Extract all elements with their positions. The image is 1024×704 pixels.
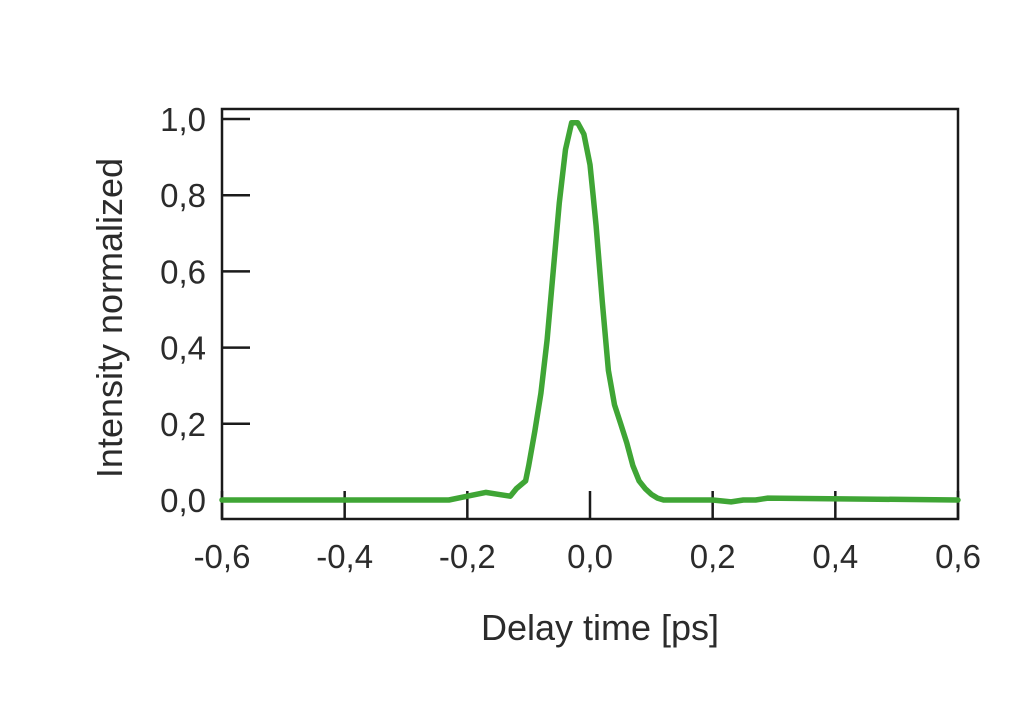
y-axis-tick-labels: 0,0 0,2 0,4 0,6 0,8 1,0 — [160, 101, 206, 519]
y-tick-label: 0,4 — [160, 330, 206, 367]
x-tick-label: 0,6 — [935, 538, 981, 575]
y-tick-label: 1,0 — [160, 101, 206, 138]
x-tick-label: -0,6 — [194, 538, 251, 575]
x-axis-ticks — [220, 491, 960, 519]
x-tick-label: 0,2 — [690, 538, 736, 575]
y-axis-ticks — [222, 117, 250, 502]
y-tick-label: 0,0 — [160, 482, 206, 519]
intensity-line — [219, 120, 961, 505]
x-tick-label: -0,2 — [439, 538, 496, 575]
x-tick-label: -0,4 — [316, 538, 373, 575]
y-tick-label: 0,2 — [160, 406, 206, 443]
x-tick-label: 0,4 — [812, 538, 858, 575]
x-axis-title: Delay time [ps] — [481, 607, 719, 648]
y-axis-title: Intensity normalized — [89, 158, 130, 478]
y-tick-label: 0,8 — [160, 177, 206, 214]
y-tick-label: 0,6 — [160, 253, 206, 290]
x-tick-label: 0,0 — [567, 538, 613, 575]
x-axis-tick-labels: -0,6 -0,4 -0,2 0,0 0,2 0,4 0,6 — [194, 538, 981, 575]
